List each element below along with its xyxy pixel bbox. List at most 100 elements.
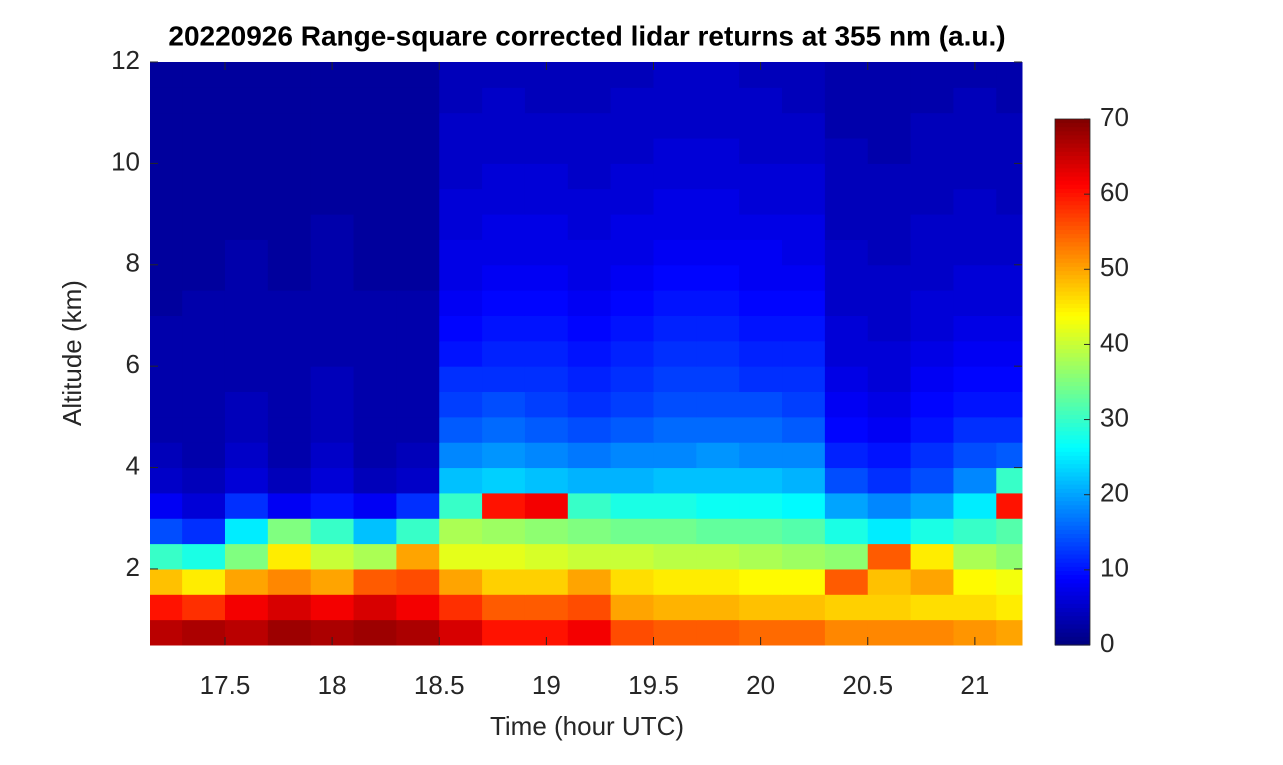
heat-cell (182, 62, 226, 88)
heat-cell (524, 391, 569, 418)
colorbar-step (1055, 266, 1090, 272)
heat-cell (310, 391, 355, 418)
heat-cell (910, 214, 954, 240)
heat-cell (224, 340, 269, 367)
heat-cell (353, 442, 397, 469)
heat-cell (739, 366, 783, 393)
heat-cell (653, 442, 697, 469)
heat-cell (310, 315, 355, 342)
colorbar-step (1055, 554, 1090, 560)
colorbar-step (1055, 291, 1090, 297)
heat-cell (867, 543, 912, 570)
colorbar-step (1055, 628, 1090, 634)
heat-cell (224, 416, 269, 443)
colorbar-step (1055, 361, 1090, 367)
heat-cell (150, 340, 183, 367)
heat-cell (696, 366, 740, 393)
heat-cell (353, 391, 397, 418)
colorbar-step (1055, 534, 1090, 539)
heat-cell (824, 62, 869, 88)
colorbar-step (1055, 197, 1090, 202)
heat-cell (150, 239, 183, 266)
colorbar-step (1055, 221, 1090, 227)
colorbar-step (1055, 632, 1090, 638)
heat-cell (953, 138, 997, 164)
heat-cell (310, 442, 355, 469)
heat-cell (224, 568, 269, 595)
colorbar-step (1055, 558, 1090, 564)
colorbar-step (1055, 164, 1090, 169)
heat-cell (953, 518, 997, 545)
colorbar-step (1055, 608, 1090, 613)
heat-cell (224, 239, 269, 266)
colorbar-step (1055, 398, 1090, 404)
heat-cell (782, 112, 826, 139)
colorbar-tick-label: 10 (1100, 553, 1129, 583)
colorbar-step (1055, 468, 1090, 474)
heat-cell (567, 163, 612, 190)
heat-cell (824, 467, 869, 494)
heat-cell (996, 594, 1023, 621)
heat-cell (867, 518, 912, 545)
colorbar-step (1055, 316, 1090, 321)
heat-cell (867, 214, 912, 240)
colorbar-step (1055, 488, 1090, 494)
heat-cell (867, 391, 912, 418)
heat-cell (524, 467, 569, 494)
heat-cell (182, 391, 226, 418)
heat-cell (224, 315, 269, 342)
heat-cell (653, 264, 697, 291)
heat-cell (782, 239, 826, 266)
colorbar-step (1055, 447, 1090, 453)
heat-cell (396, 315, 440, 342)
heat-cell (353, 87, 397, 114)
heat-cell (567, 290, 612, 316)
heat-cell (696, 543, 740, 570)
colorbar-step (1055, 217, 1090, 223)
heat-cell (910, 340, 954, 367)
heat-cell (867, 492, 912, 519)
colorbar-step (1055, 287, 1090, 293)
heat-cell (653, 163, 697, 190)
heat-cell (567, 264, 612, 291)
heat-cell (396, 594, 440, 621)
heat-cell (150, 391, 183, 418)
colorbar-step (1055, 414, 1090, 420)
heat-cell (482, 87, 526, 114)
heat-cell (782, 340, 826, 367)
heat-cell (267, 492, 312, 519)
heat-cell (439, 568, 483, 595)
heat-cell (653, 138, 697, 164)
heat-cell (439, 62, 483, 88)
heat-cell (310, 492, 355, 519)
heat-cell (267, 112, 312, 139)
heat-cell (824, 442, 869, 469)
heat-cell (910, 62, 954, 88)
colorbar-step (1055, 143, 1090, 149)
heat-cell (310, 594, 355, 621)
colorbar-step (1055, 616, 1090, 621)
heat-cell (150, 366, 183, 393)
heat-cell (739, 391, 783, 418)
heat-cell (739, 594, 783, 621)
heat-cell (524, 518, 569, 545)
heat-cell (867, 619, 912, 646)
heat-cell (524, 239, 569, 266)
heat-cell (396, 416, 440, 443)
heat-cell (224, 442, 269, 469)
colorbar-step (1055, 131, 1090, 137)
colorbar-step (1055, 406, 1090, 412)
colorbar-step (1055, 151, 1090, 157)
heat-cell (696, 442, 740, 469)
heat-cell (567, 568, 612, 595)
heat-cell (353, 416, 397, 443)
heat-cell (482, 188, 526, 215)
heat-cell (353, 594, 397, 621)
colorbar-step (1055, 575, 1090, 580)
x-tick-label: 18 (318, 670, 347, 700)
heat-cell (524, 290, 569, 316)
heat-cell (782, 214, 826, 240)
heat-cell (739, 87, 783, 114)
heat-cell (482, 442, 526, 469)
heat-cell (567, 315, 612, 342)
